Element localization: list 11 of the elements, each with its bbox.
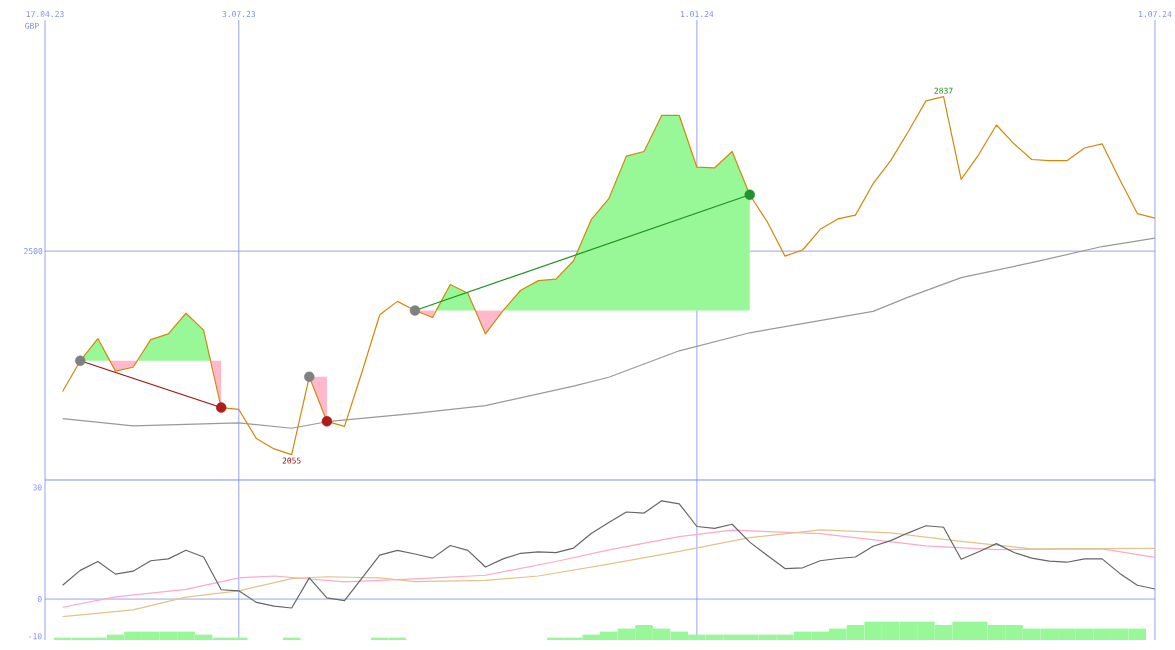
y-tick-label: -10 [29,633,42,640]
y-tick-label: 30 [33,484,42,491]
x-tick-label: 17.04.23 [26,11,64,18]
x-tick-label: 1.01.24 [680,11,714,18]
annotation: 2837 [934,87,953,94]
y-tick-label: 0 [37,596,42,603]
annotation: 2500 [24,248,43,255]
annotation: 2055 [282,457,301,464]
x-tick-label: 1.07.24 [1139,11,1172,18]
x-tick-label: 3.07.23 [222,11,256,18]
y-axis-title: GBP [25,22,39,29]
